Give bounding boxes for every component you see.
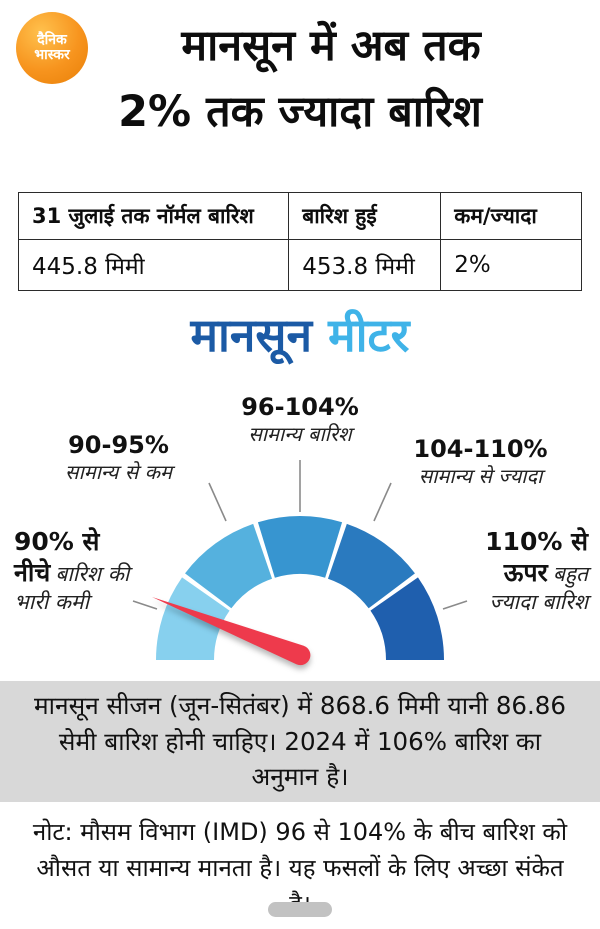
headline-line1: मानसून में अब तक [181, 21, 481, 71]
logo-text-line1: दैनिक [37, 31, 67, 48]
table-header-actual-rain: बारिश हुई [288, 192, 442, 240]
rainfall-table: 31 जुलाई तक नॉर्मल बारिश बारिश हुई कम/ज्… [17, 192, 582, 291]
gauge-segment-96-104 [257, 516, 343, 579]
bottom-pill [268, 902, 332, 917]
gauge-label-excess: 110% से ऊपर बहुत ज्यादा बारिश [464, 526, 588, 615]
meter-title: मानसून मीटर [0, 308, 600, 363]
gauge-label-normal: 96-104% सामान्य बारिश [200, 392, 400, 447]
connector-line-left [208, 482, 227, 522]
gauge-label-normal-desc: सामान्य बारिश [248, 422, 352, 446]
gauge-needle [152, 597, 311, 666]
gauge-segment-above-110 [369, 577, 445, 662]
table-header-normal-rain: 31 जुलाई तक नॉर्मल बारिश [17, 192, 290, 240]
cell-actual-rain: 453.8 मिमी [288, 239, 442, 291]
gauge-label-above-normal-range: 104-110% [413, 435, 548, 463]
cell-normal-rain: 445.8 मिमी [17, 239, 290, 291]
season-info-text: मानसून सीजन (जून-सितंबर) में 868.6 मिमी … [34, 691, 566, 792]
connector-line-farright [442, 600, 468, 610]
connector-line-farleft [132, 600, 158, 610]
gauge-segment-below-90 [155, 577, 231, 662]
gauge-label-normal-range: 96-104% [241, 393, 359, 421]
monsoon-gauge-chart [132, 460, 468, 666]
gauge-label-deficit-range: 90% से नीचे [14, 527, 100, 588]
connector-line-right [373, 482, 392, 522]
gauge-label-below-normal-desc: सामान्य से कम [65, 460, 172, 484]
meter-title-dark: मानसून [190, 308, 313, 362]
imd-note-text: नोट: मौसम विभाग (IMD) 96 से 104% के बीच … [32, 818, 568, 918]
gauge-segment-90-95 [185, 523, 273, 610]
gauge-label-excess-desc: बहुत ज्यादा बारिश [489, 562, 588, 614]
dainik-bhaskar-logo: दैनिक भास्कर [16, 12, 88, 84]
meter-title-light: मीटर [328, 308, 410, 362]
cell-diff: 2% [440, 239, 582, 291]
gauge-label-below-normal-range: 90-95% [68, 431, 169, 459]
gauge-label-below-normal: 90-95% सामान्य से कम [36, 430, 201, 485]
gauge-label-excess-range: 110% से ऊपर [485, 527, 588, 588]
table-row: 445.8 मिमी 453.8 मिमी 2% [17, 239, 582, 291]
logo-text-line2: भास्कर [34, 47, 70, 63]
season-info-box: मानसून सीजन (जून-सितंबर) में 868.6 मिमी … [0, 681, 600, 802]
table-header-diff: कम/ज्यादा [440, 192, 582, 240]
table-header-row: 31 जुलाई तक नॉर्मल बारिश बारिश हुई कम/ज्… [17, 192, 582, 240]
gauge-label-above-normal: 104-110% सामान्य से ज्यादा [398, 434, 563, 489]
gauge-segment-104-110 [327, 523, 415, 610]
gauge-label-deficit-desc: बारिश की भारी कमी [14, 562, 130, 614]
gauge-label-deficit: 90% से नीचे बारिश की भारी कमी [14, 526, 136, 615]
headline-line2: 2% तक ज्यादा बारिश [118, 87, 482, 137]
gauge-label-above-normal-desc: सामान्य से ज्यादा [418, 464, 543, 488]
